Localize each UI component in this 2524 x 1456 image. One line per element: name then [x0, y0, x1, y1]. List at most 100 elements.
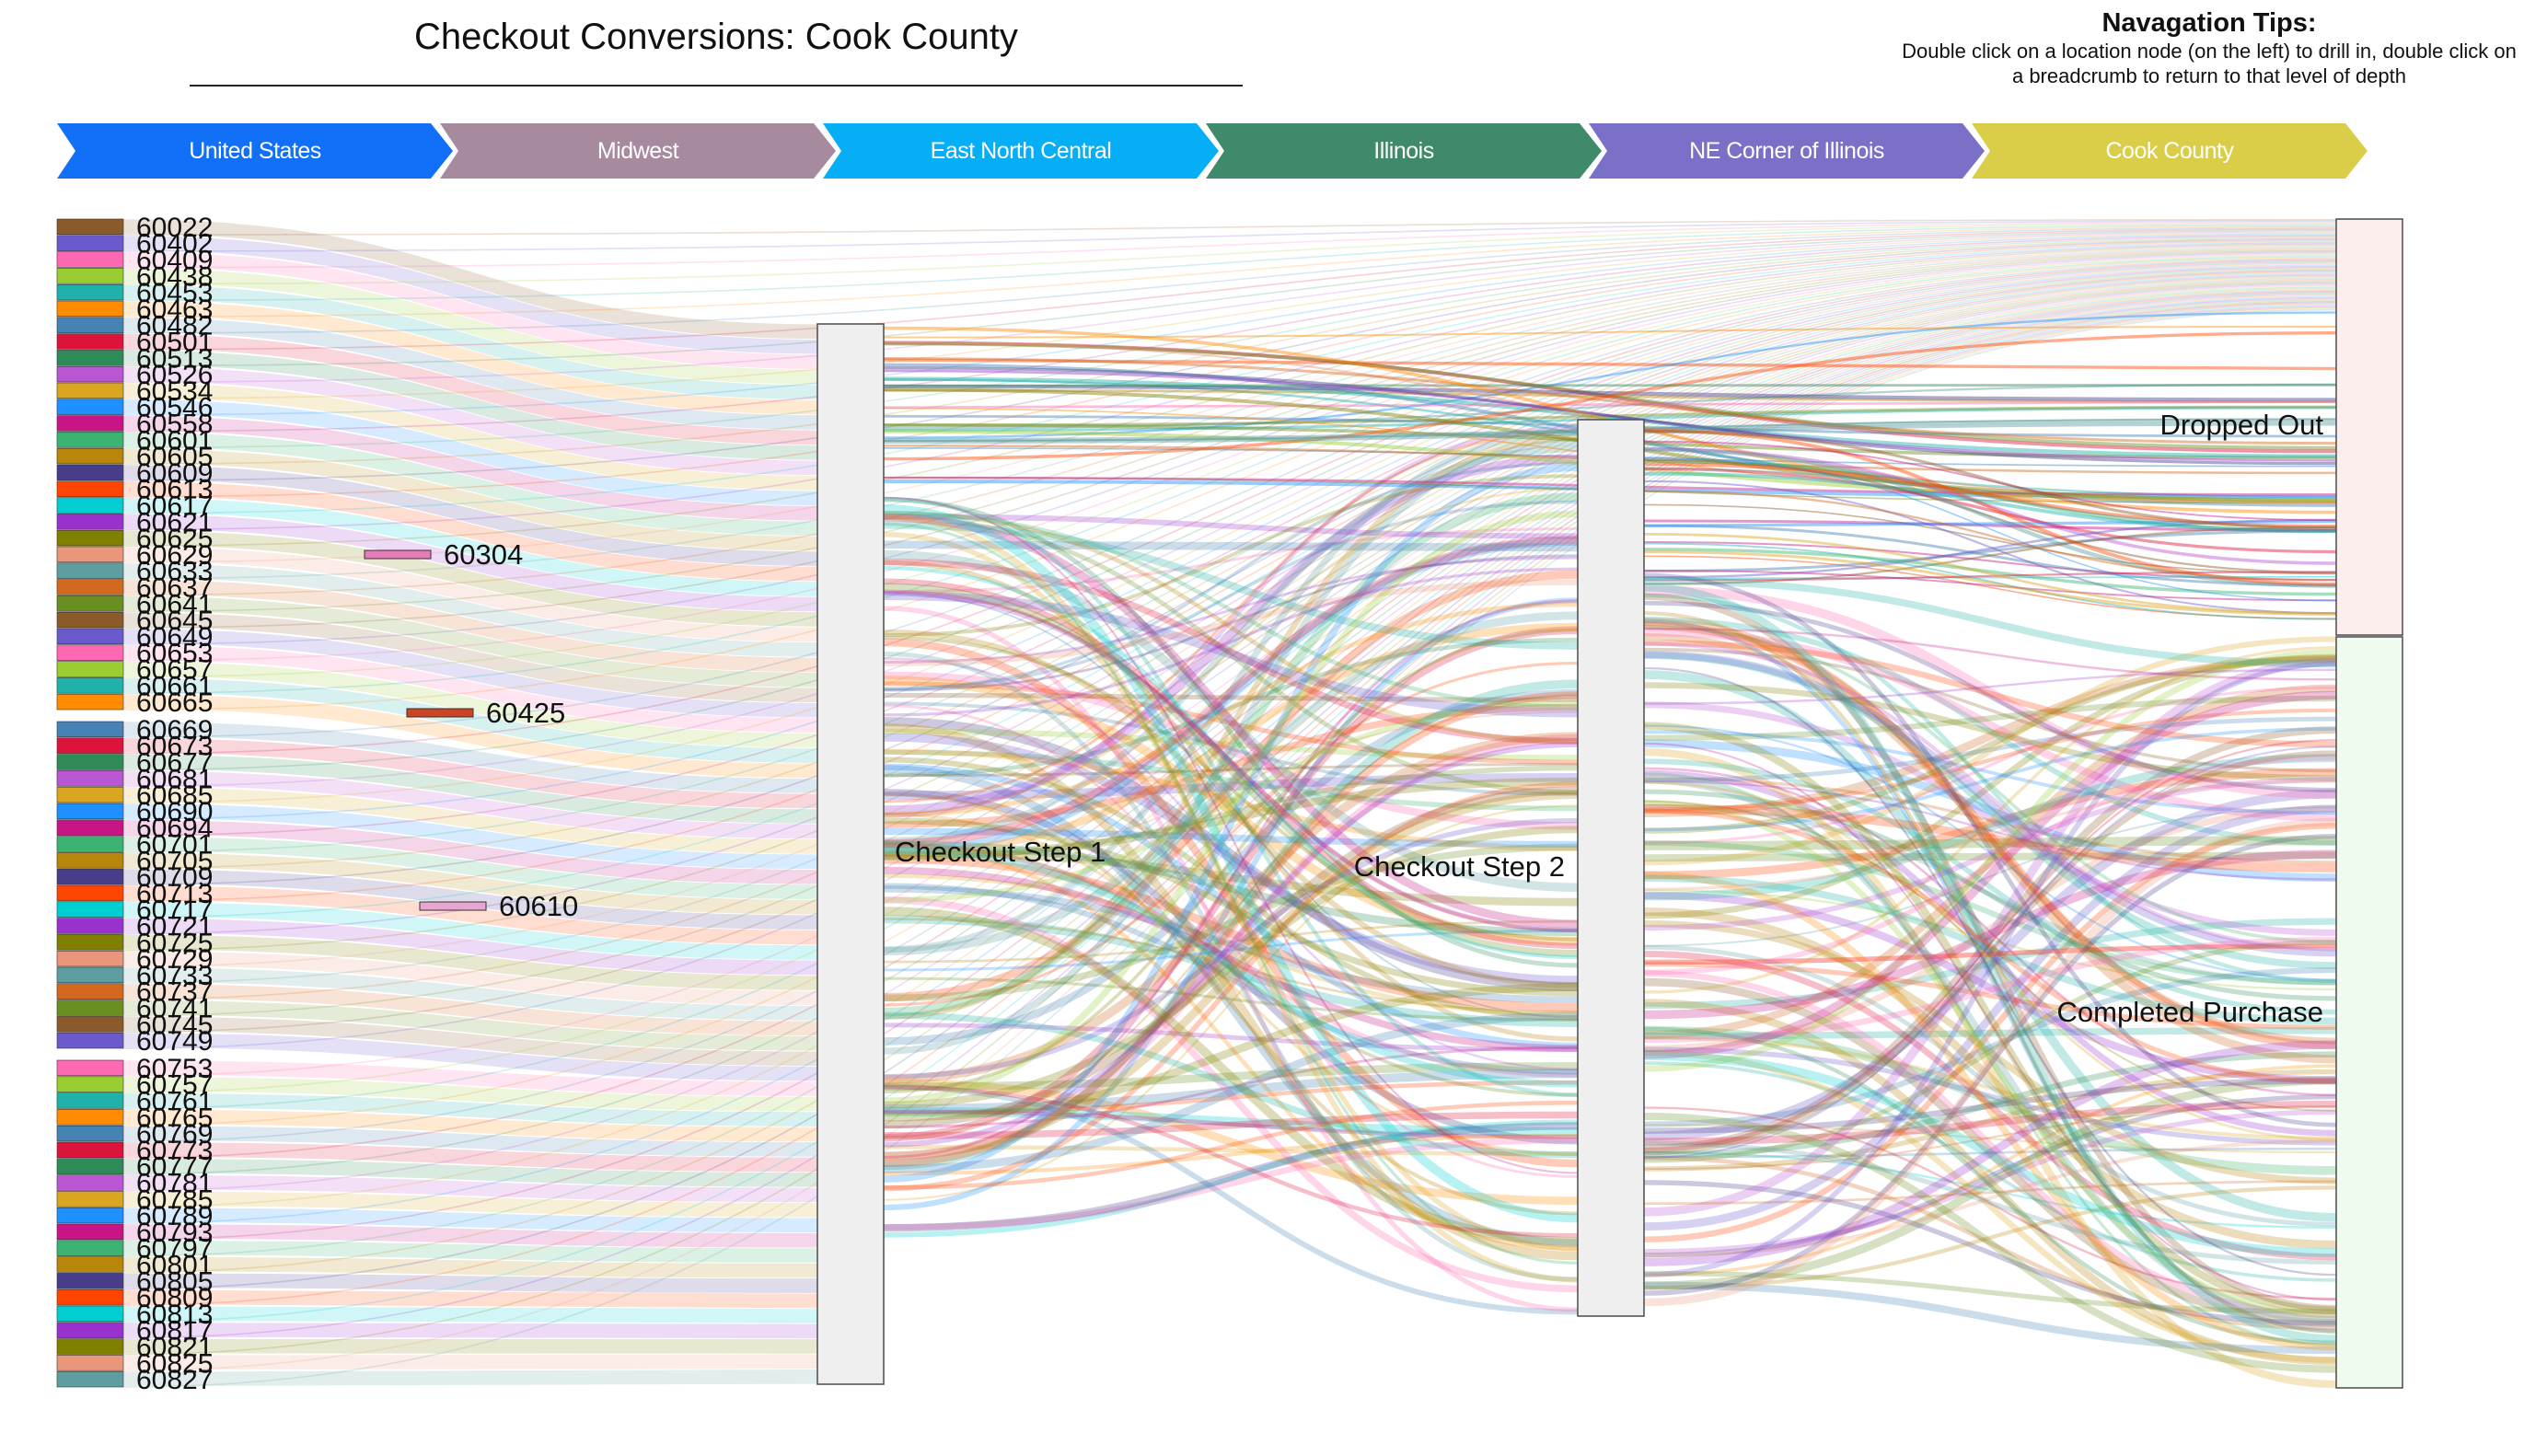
sankey-link[interactable] — [122, 275, 2337, 952]
sankey-link[interactable] — [1643, 833, 2337, 1296]
zip-node-rect[interactable] — [56, 1240, 124, 1256]
sankey-link[interactable] — [883, 1023, 1579, 1052]
sankey-link[interactable] — [1643, 918, 2337, 1010]
sankey-link[interactable] — [883, 606, 1579, 1312]
zip-node[interactable]: 60801 — [56, 1251, 213, 1281]
sankey-link[interactable] — [1643, 611, 2337, 1334]
sankey-link[interactable] — [883, 918, 1579, 1013]
stage-node-rect[interactable] — [1577, 419, 1645, 1317]
sankey-link[interactable] — [1643, 849, 2337, 1020]
sankey-link[interactable] — [883, 843, 1579, 1002]
sankey-link[interactable] — [1643, 618, 2337, 1064]
stage-node-completed-purchase[interactable]: Completed Purchase — [2057, 636, 2403, 1389]
zip-node[interactable]: 60785 — [56, 1184, 213, 1215]
zip-node-rect[interactable] — [56, 836, 124, 852]
zip-node-rect[interactable] — [56, 235, 124, 251]
sankey-link[interactable] — [122, 218, 2337, 236]
sankey-link[interactable] — [883, 896, 1579, 1293]
sankey-link[interactable] — [122, 1256, 818, 1278]
sankey-link[interactable] — [883, 790, 1579, 1161]
sankey-link[interactable] — [883, 376, 2337, 458]
sankey-link[interactable] — [883, 590, 1579, 933]
sankey-link[interactable] — [122, 251, 2337, 645]
zip-node[interactable]: 60453 — [56, 278, 213, 308]
sankey-link[interactable] — [122, 257, 2337, 711]
sankey-link[interactable] — [883, 840, 1579, 937]
sankey-link[interactable] — [883, 578, 1579, 950]
sankey-link[interactable] — [122, 220, 2337, 252]
sankey-link[interactable] — [883, 496, 1579, 1174]
sankey-link[interactable] — [1643, 961, 2337, 1030]
sankey-link[interactable] — [883, 854, 1579, 1012]
sankey-link[interactable] — [883, 536, 1579, 848]
sankey-link[interactable] — [1643, 646, 2337, 994]
sankey-link[interactable] — [122, 295, 2337, 1208]
sankey-link[interactable] — [1643, 936, 2337, 1044]
zip-node-rect[interactable] — [364, 549, 432, 560]
zip-node[interactable]: 60629 — [56, 540, 213, 571]
zip-node-rect[interactable] — [56, 737, 124, 754]
sankey-link[interactable] — [883, 521, 1579, 650]
sankey-link[interactable] — [122, 497, 818, 596]
sankey-link[interactable] — [883, 651, 1579, 1282]
sankey-link[interactable] — [883, 369, 2337, 462]
sankey-link[interactable] — [883, 907, 1579, 1246]
sankey-link[interactable] — [122, 869, 818, 930]
sankey-link[interactable] — [1643, 653, 2337, 919]
zip-node[interactable]: 60813 — [56, 1300, 213, 1330]
zip-node[interactable]: 60681 — [56, 764, 213, 794]
sankey-link[interactable] — [1643, 583, 2337, 1344]
sankey-link[interactable] — [122, 280, 2337, 1017]
sankey-link[interactable] — [883, 511, 1579, 710]
zip-node-rect[interactable] — [56, 754, 124, 770]
sankey-link[interactable] — [883, 383, 2337, 430]
sankey-link[interactable] — [1643, 836, 2337, 850]
sankey-link[interactable] — [883, 400, 2337, 409]
sankey-link[interactable] — [1643, 468, 2337, 528]
sankey-link[interactable] — [883, 638, 1579, 1168]
sankey-link[interactable] — [883, 366, 2337, 466]
sankey-link[interactable] — [122, 292, 2337, 1175]
zip-node[interactable]: 60645 — [56, 606, 213, 636]
sankey-link[interactable] — [122, 350, 818, 460]
zip-node-rect[interactable] — [56, 514, 124, 530]
sankey-link[interactable] — [1643, 503, 2337, 575]
sankey-link[interactable] — [122, 223, 2337, 285]
zip-node-rect[interactable] — [56, 1305, 124, 1323]
sankey-link[interactable] — [1643, 1069, 2337, 1172]
sankey-link[interactable] — [1643, 647, 2337, 773]
sankey-link[interactable] — [1643, 891, 2337, 1084]
zip-node[interactable]: 60402 — [56, 229, 213, 260]
sankey-link[interactable] — [122, 1077, 818, 1112]
zip-node-rect[interactable] — [56, 1207, 124, 1224]
sankey-link[interactable] — [1643, 1061, 2337, 1282]
sankey-link[interactable] — [122, 227, 2337, 351]
sankey-link[interactable] — [1643, 618, 2337, 1334]
sankey-link[interactable] — [122, 770, 818, 839]
sankey-link[interactable] — [122, 333, 818, 445]
sankey-link[interactable] — [1643, 780, 2337, 891]
sankey-link[interactable] — [122, 432, 818, 537]
sankey-link[interactable] — [1643, 944, 2337, 1227]
sankey-link[interactable] — [122, 1354, 818, 1370]
sankey-link[interactable] — [122, 1306, 818, 1323]
sankey-link[interactable] — [1643, 524, 2337, 587]
sankey-link[interactable] — [883, 384, 2337, 387]
sankey-link[interactable] — [1643, 467, 2337, 554]
sankey-link[interactable] — [1643, 617, 2337, 846]
sankey-link[interactable] — [1643, 430, 2337, 530]
sankey-link[interactable] — [1643, 569, 2337, 602]
sankey-link[interactable] — [1643, 1104, 2337, 1171]
sankey-link[interactable] — [883, 559, 1579, 745]
sankey-link[interactable] — [1643, 654, 2337, 817]
zip-node-rect[interactable] — [56, 1059, 124, 1077]
sankey-link[interactable] — [883, 701, 1579, 796]
sankey-link[interactable] — [122, 239, 2337, 498]
sankey-link[interactable] — [1643, 745, 2337, 1159]
sankey-link[interactable] — [1643, 970, 2337, 1319]
sankey-link[interactable] — [122, 1126, 818, 1157]
sankey-link[interactable] — [883, 671, 1579, 830]
sankey-link[interactable] — [1643, 999, 2337, 1366]
sankey-link[interactable] — [883, 843, 1579, 1078]
sankey-link[interactable] — [883, 866, 1579, 1052]
